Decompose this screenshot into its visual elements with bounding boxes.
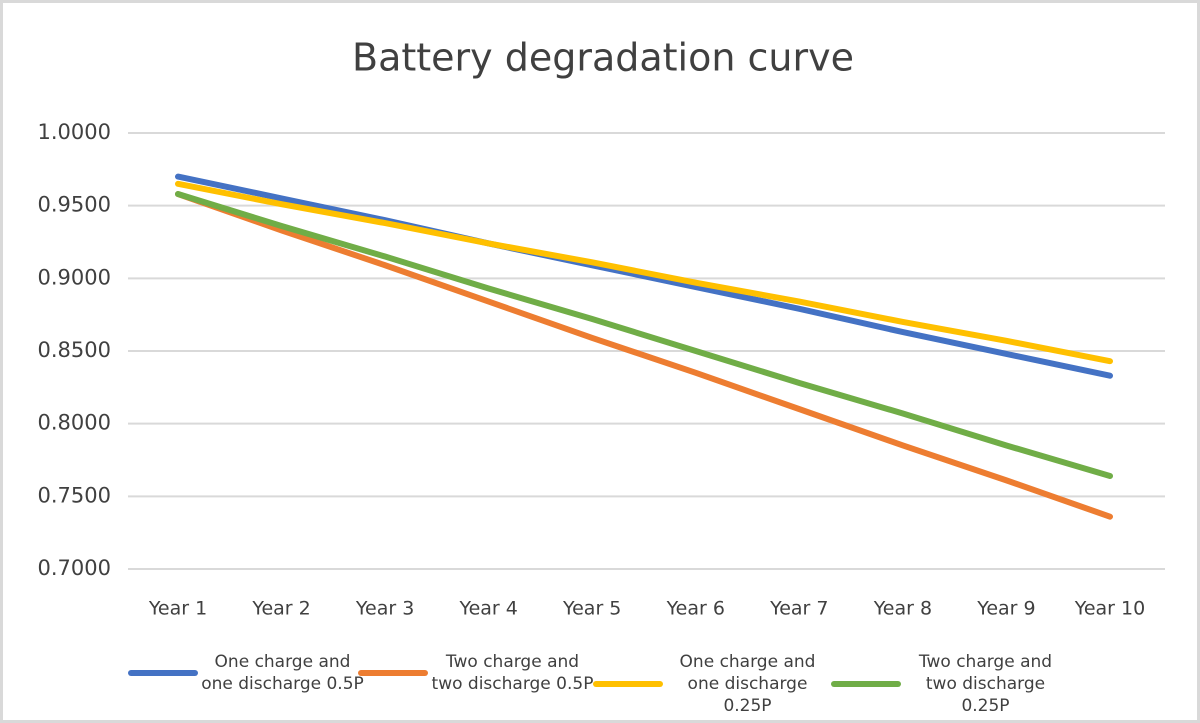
y-tick-label: 0.8500 [38,338,111,362]
x-tick-label: Year 4 [458,598,517,620]
y-tick-label: 1.0000 [38,120,111,144]
legend-item: Two charge and two discharge 0.5P [358,651,595,695]
y-tick-label: 0.9500 [38,193,111,217]
y-tick-label: 0.7500 [38,483,111,507]
x-tick-label: Year 1 [148,598,207,620]
x-tick-label: Year 2 [251,598,310,620]
x-tick-label: Year 3 [355,598,414,620]
legend-item: One charge and one discharge 0.25P [593,651,830,717]
legend-swatch [831,681,901,687]
legend-swatch [128,670,198,676]
x-tick-label: Year 6 [666,598,725,620]
x-tick-label: Year 7 [769,598,828,620]
x-tick-label: Year 5 [562,598,621,620]
x-tick-label: Year 9 [976,598,1035,620]
x-tick-label: Year 10 [1074,598,1145,620]
y-tick-label: 0.9000 [38,265,111,289]
series-line [175,173,1113,379]
legend-label: Two charge and two discharge 0.25P [918,652,1053,716]
legend-swatch [358,670,428,676]
legend-label: One charge and one discharge 0.25P [679,652,816,716]
legend-item: Two charge and two discharge 0.25P [831,651,1068,717]
legend-label: One charge and one discharge 0.5P [201,652,364,694]
legend-label: Two charge and two discharge 0.5P [431,652,594,694]
legend: One charge and one discharge 0.5P Two cha… [3,651,1197,716]
series-line [175,191,1113,520]
y-tick-label: 0.7000 [38,556,111,580]
x-tick-label: Year 8 [873,598,932,620]
chart-title: Battery degradation curve [352,36,854,80]
series-line [175,191,1113,479]
legend-item: One charge and one discharge 0.5P [128,651,365,695]
series-line [175,180,1113,365]
chart: Battery degradation curve 0.7000 0.7500 0.… [38,36,1165,620]
y-tick-label: 0.8000 [38,411,111,435]
legend-swatch [593,681,663,687]
